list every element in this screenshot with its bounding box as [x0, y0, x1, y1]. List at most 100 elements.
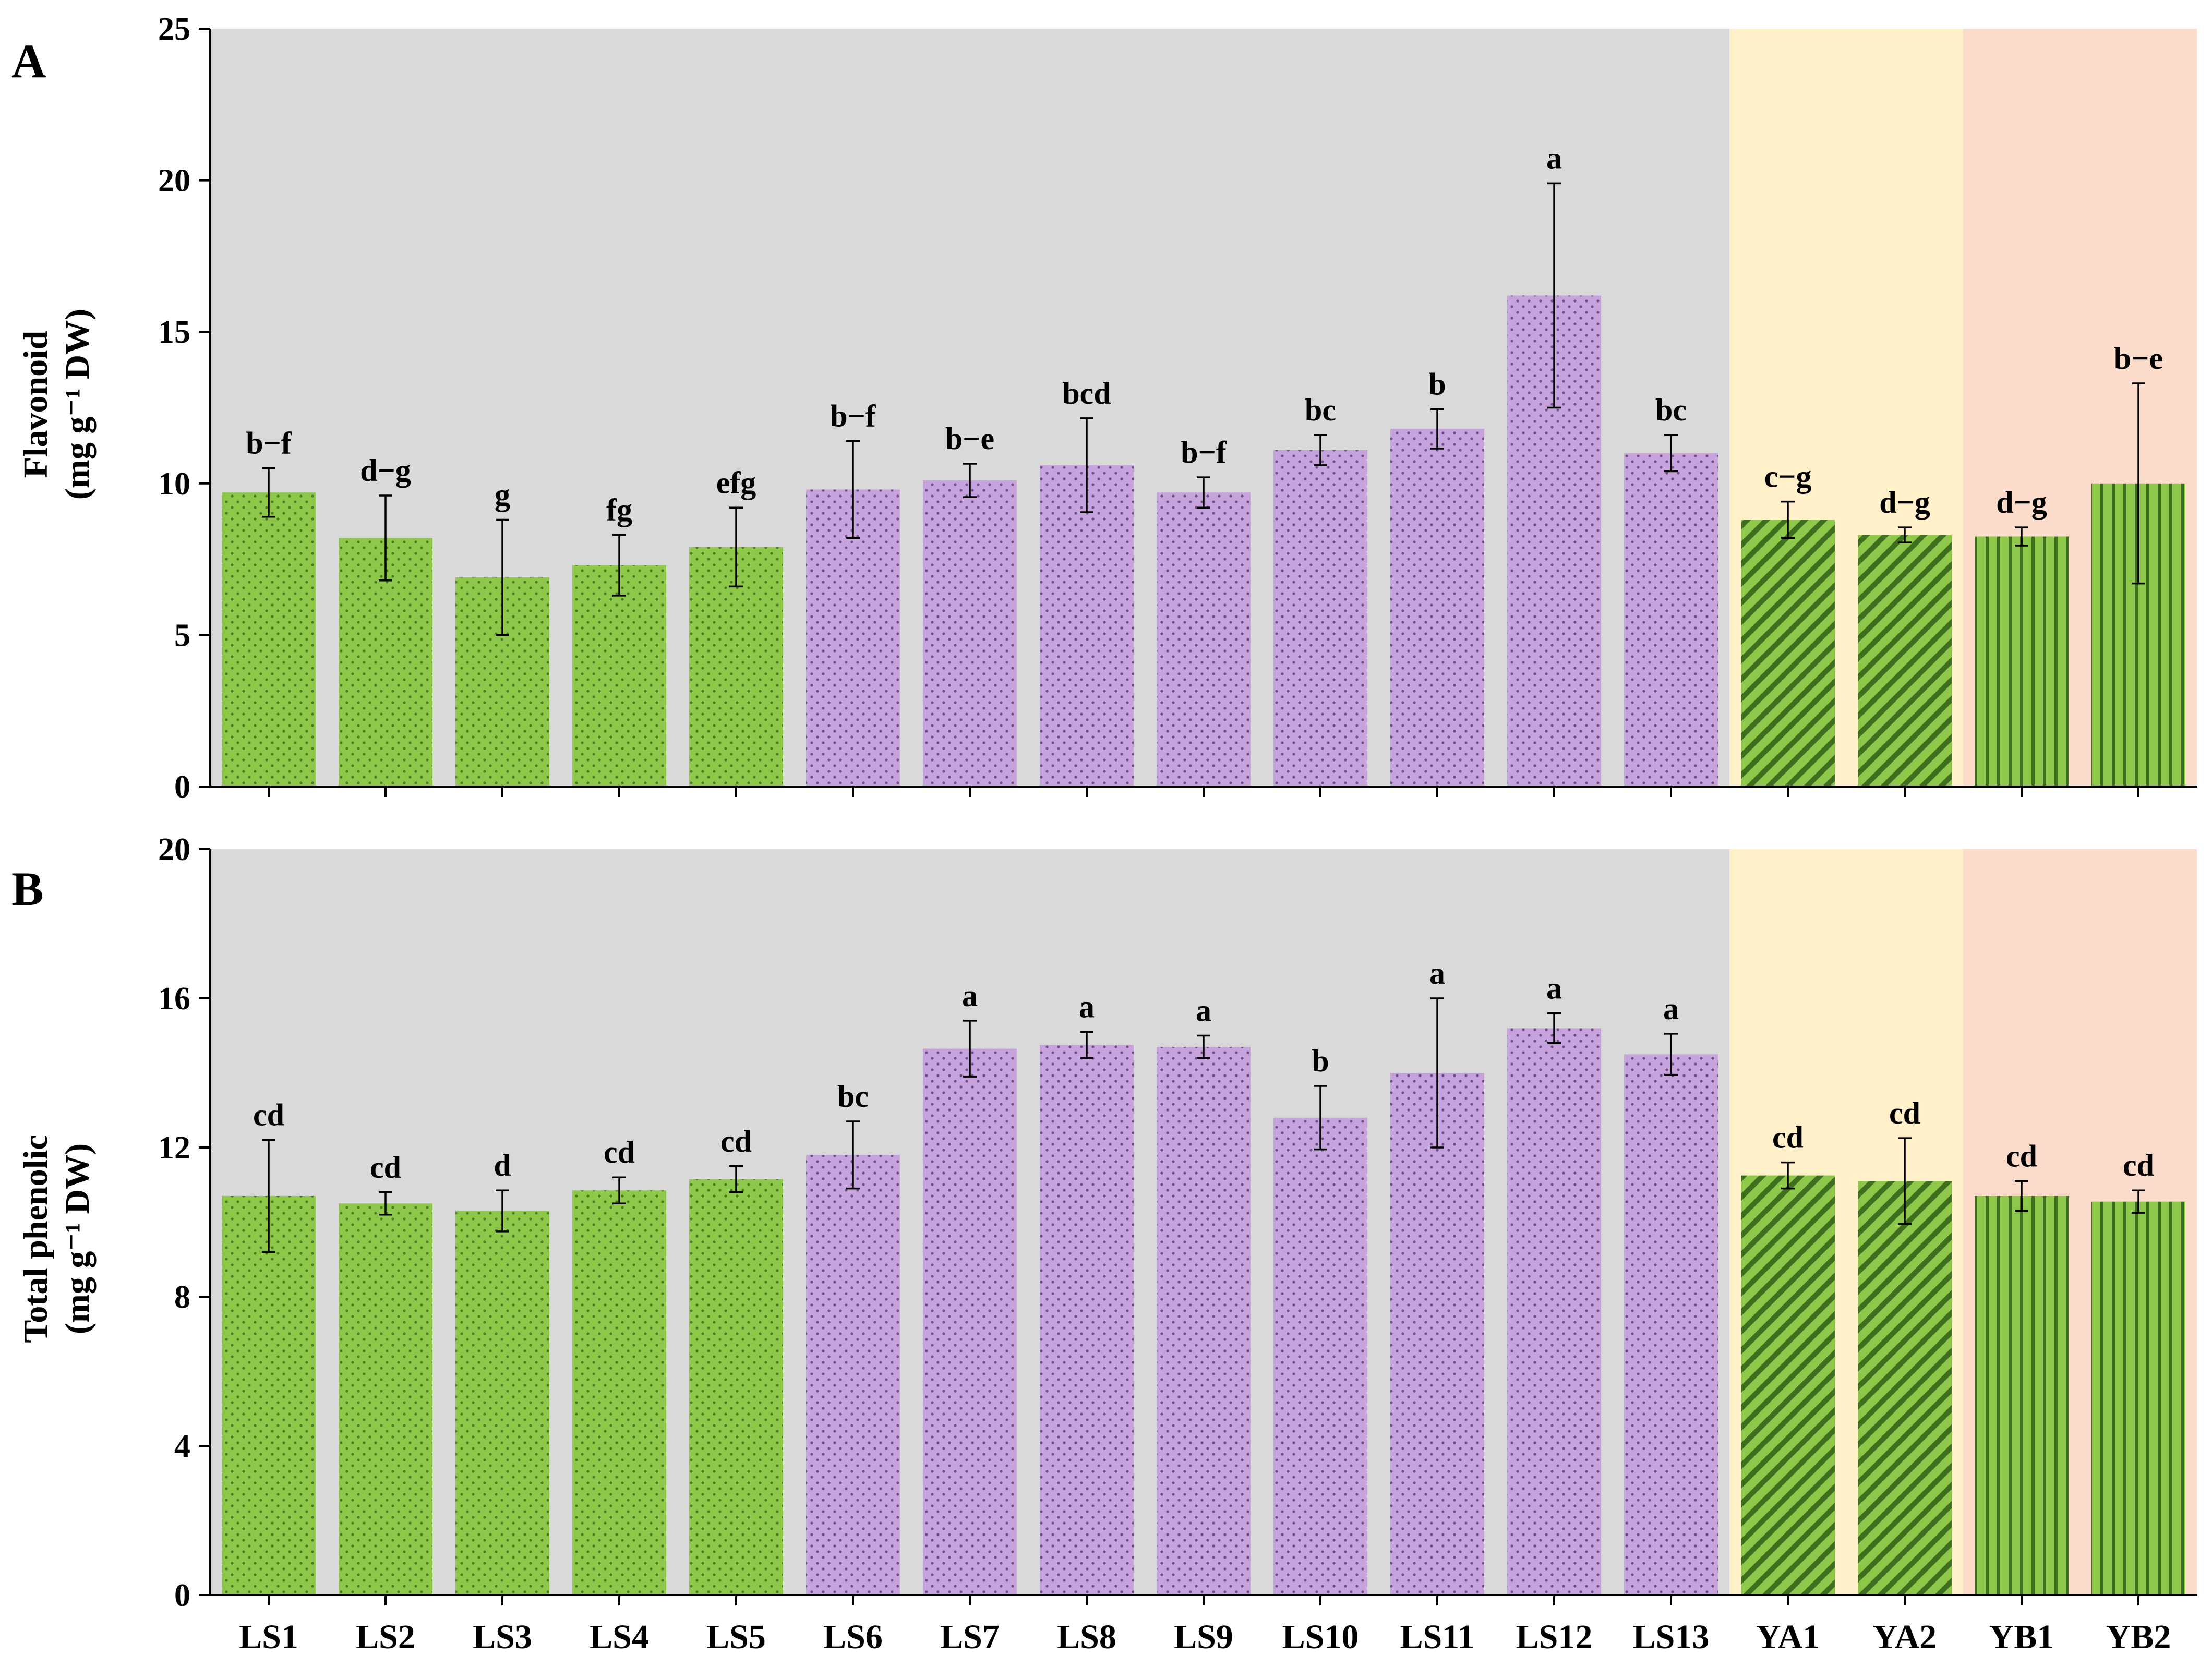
- category-label-ls12: LS12: [1516, 1618, 1593, 1656]
- significance-ls12: a: [1546, 141, 1562, 175]
- bar-ls7: [923, 480, 1017, 787]
- category-label-ls8: LS8: [1057, 1618, 1116, 1656]
- y-ticks: 0 5 10 15 20 25: [158, 11, 210, 805]
- significance-ls8: a: [1079, 989, 1095, 1024]
- error-bar-ls9: [1197, 1034, 1210, 1059]
- y-tick-label: 4: [174, 1429, 190, 1464]
- significance-ls8: bcd: [1062, 376, 1111, 410]
- bar-ls10: [1273, 1117, 1367, 1595]
- bar-ls12: [1507, 1028, 1601, 1595]
- error-bar-ls12: [1547, 1012, 1561, 1044]
- significance-ls1: cd: [253, 1098, 284, 1132]
- bar-ls2: [339, 1203, 432, 1595]
- significance-ls4: cd: [604, 1135, 635, 1169]
- y-tick-label: 8: [174, 1279, 190, 1315]
- error-bar-ls4: [612, 1176, 626, 1204]
- error-bars: [262, 182, 2145, 636]
- error-bar-ls8: [1080, 1031, 1093, 1059]
- y-tick-label: 20: [158, 163, 190, 199]
- error-bar-ls1: [262, 1139, 275, 1253]
- error-bar-ya2: [1898, 526, 1912, 543]
- error-bar-ya1: [1781, 500, 1795, 539]
- bar-ls9: [1157, 1046, 1251, 1595]
- significance-ls5: efg: [716, 465, 756, 500]
- significance-ya1: cd: [1772, 1120, 1804, 1155]
- significance-labels: b−f d−g g fg efg b−f b−e bcd b−f bc b a bc c−g d−g d−g b…: [246, 141, 2163, 527]
- flavonoid-panel: b−f d−g g fg efg b−f b−e bcd b−f bc b a bc c−g d−g d−g b…: [11, 11, 2197, 805]
- bars: [222, 295, 2185, 787]
- category-label-ya2: YA2: [1873, 1618, 1937, 1656]
- category-label-ya1: YA1: [1756, 1618, 1820, 1656]
- bar-ls11: [1390, 429, 1484, 787]
- total-phenolic-panel: cd cd d cd cd bc a a a b a a a cd cd cd cd 0 4 8 12 16 20 LS1…: [11, 832, 2197, 1656]
- error-bar-ls5: [729, 506, 743, 588]
- bar-ya2: [1858, 535, 1952, 787]
- significance-ls13: a: [1663, 992, 1679, 1026]
- y-tick-label: 12: [158, 1130, 190, 1166]
- error-bar-ls2: [379, 1191, 392, 1216]
- error-bar-ls9: [1197, 476, 1210, 509]
- y-axis-label-line2: (mg g⁻¹ DW): [58, 309, 97, 500]
- error-bar-ya1: [1781, 1161, 1795, 1190]
- bar-ls6: [806, 1155, 900, 1595]
- error-bar-yb2: [2132, 1189, 2145, 1214]
- error-bar-ls4: [612, 534, 626, 597]
- bar-ls8: [1040, 1045, 1134, 1595]
- significance-ls2: cd: [370, 1150, 401, 1185]
- category-label-ls5: LS5: [706, 1618, 766, 1656]
- significance-yb2: b−e: [2114, 341, 2163, 376]
- error-bar-yb1: [2015, 526, 2028, 547]
- y-tick-label: 10: [158, 466, 190, 502]
- bar-ls13: [1624, 1054, 1718, 1595]
- error-bar-yb2: [2132, 382, 2145, 585]
- significance-ls6: b−f: [830, 398, 876, 433]
- significance-ls11: b: [1428, 367, 1446, 401]
- y-tick-label: 16: [158, 981, 190, 1017]
- category-label-ls6: LS6: [823, 1618, 883, 1656]
- y-tick-label: 15: [158, 315, 190, 350]
- bar-yb2: [2091, 1201, 2185, 1595]
- significance-ls9: a: [1196, 994, 1211, 1028]
- significance-ls1: b−f: [246, 426, 292, 461]
- bar-ls13: [1624, 453, 1718, 787]
- category-labels: LS1 LS2 LS3 LS4 LS5 LS6 LS7 LS8 LS9 LS10 LS11 LS12 L…: [239, 1618, 2171, 1656]
- y-axis-label-line1: Total phenolic: [17, 1134, 55, 1343]
- category-label-ls4: LS4: [590, 1618, 649, 1656]
- category-label-ls7: LS7: [940, 1618, 1000, 1656]
- significance-labels: cd cd d cd cd bc a a a b a a a cd cd cd cd: [253, 956, 2154, 1185]
- category-label-ls1: LS1: [239, 1618, 298, 1656]
- error-bar-ls13: [1664, 434, 1678, 473]
- category-label-ls10: LS10: [1282, 1618, 1359, 1656]
- significance-ls13: bc: [1655, 393, 1687, 427]
- error-bar-ls3: [496, 1189, 509, 1233]
- panel-label: A: [11, 34, 46, 88]
- bar-ya2: [1858, 1181, 1952, 1595]
- bar-ls3: [455, 1211, 549, 1595]
- error-bar-ls3: [496, 518, 509, 636]
- y-tick-label: 0: [174, 1578, 190, 1613]
- error-bar-yb1: [2015, 1180, 2028, 1212]
- bar-yb1: [1975, 1195, 2069, 1595]
- y-tick-label: 25: [158, 11, 190, 47]
- significance-ya2: cd: [1889, 1096, 1920, 1130]
- significance-yb2: cd: [2123, 1148, 2154, 1182]
- significance-ls12: a: [1546, 971, 1562, 1006]
- error-bar-ls2: [379, 494, 392, 582]
- error-bar-ls7: [963, 1020, 977, 1078]
- significance-ls7: a: [962, 979, 978, 1013]
- error-bar-ya2: [1898, 1137, 1912, 1225]
- error-bar-ls6: [846, 440, 860, 539]
- y-axis-label-line2: (mg g⁻¹ DW): [58, 1143, 97, 1334]
- significance-ls7: b−e: [945, 421, 994, 456]
- y-tick-label: 0: [174, 769, 190, 805]
- significance-ls3: d: [494, 1148, 511, 1182]
- y-ticks: 0 4 8 12 16 20: [158, 832, 210, 1613]
- y-tick-label: 5: [174, 618, 190, 653]
- bar-ls6: [806, 489, 900, 787]
- error-bar-ls11: [1430, 997, 1444, 1149]
- bar-ya1: [1741, 520, 1835, 787]
- bar-ya1: [1741, 1175, 1835, 1595]
- category-label-yb2: YB2: [2106, 1618, 2171, 1656]
- bar-ls1: [222, 1195, 316, 1595]
